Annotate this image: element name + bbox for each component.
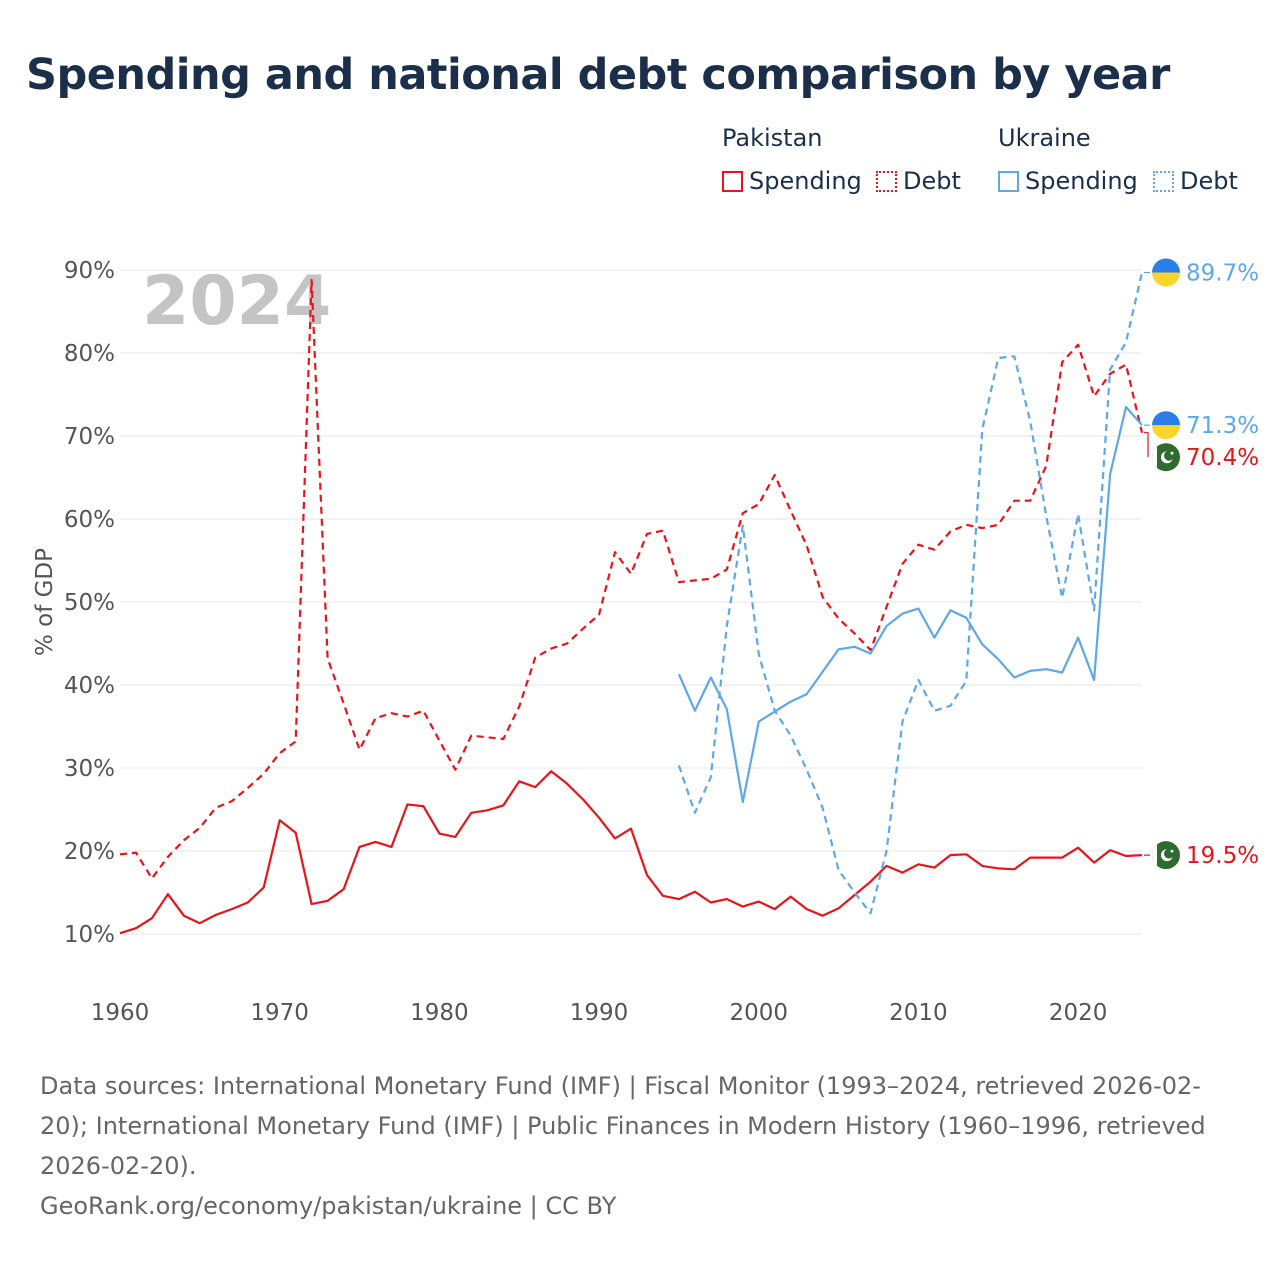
dotted-line-swatch-icon xyxy=(876,170,897,192)
end-value-label: 19.5% xyxy=(1186,843,1259,869)
ukraine-spending-line[interactable] xyxy=(677,405,1143,804)
solid-line-swatch-icon xyxy=(998,170,1019,192)
end-value-label: 71.3% xyxy=(1186,413,1259,439)
end-value-label: 89.7% xyxy=(1186,260,1259,286)
footer: Data sources: International Monetary Fun… xyxy=(40,1066,1240,1226)
x-tick-label: 1980 xyxy=(410,1000,469,1026)
y-tick-label: 30% xyxy=(64,756,115,782)
ukraine-debt-line[interactable] xyxy=(677,272,1144,915)
legend-label: Spending xyxy=(749,167,862,195)
legend-label: Debt xyxy=(1180,167,1238,195)
solid-line-swatch-icon xyxy=(722,170,743,192)
y-tick-label: 70% xyxy=(64,424,115,450)
y-tick-label: 40% xyxy=(64,673,115,699)
legend-pakistan-spending[interactable]: Spending xyxy=(722,166,862,196)
x-tick-label: 1960 xyxy=(91,1000,150,1026)
pakistan-flag-icon xyxy=(1152,443,1180,472)
legend-group-pakistan: Pakistan xyxy=(722,124,823,152)
end-value-label: 70.4% xyxy=(1186,445,1259,471)
pakistan-debt-line[interactable] xyxy=(119,278,1144,880)
y-tick-label: 60% xyxy=(64,507,115,533)
chart-title: Spending and national debt comparison by… xyxy=(26,50,1170,100)
ukraine-flag-icon xyxy=(1152,411,1181,440)
legend-ukraine-debt[interactable]: Debt xyxy=(1153,166,1238,196)
y-axis-label: % of GDP xyxy=(32,548,58,656)
pakistan-spending-line[interactable] xyxy=(119,770,1143,935)
label-leader-line xyxy=(1144,432,1149,458)
legend-label: Debt xyxy=(903,167,961,195)
x-tick-label: 2020 xyxy=(1049,1000,1108,1026)
y-tick-label: 80% xyxy=(64,341,115,367)
y-tick-label: 50% xyxy=(64,590,115,616)
y-tick-label: 90% xyxy=(64,258,115,284)
y-tick-label: 10% xyxy=(64,922,115,948)
x-tick-label: 1990 xyxy=(570,1000,629,1026)
line-chart: 2024 % of GDP 10% 20% 30% 40% 50% 60% 70% 80% 90… xyxy=(32,258,1259,1026)
year-watermark: 2024 xyxy=(142,262,331,341)
x-tick-label: 1970 xyxy=(250,1000,309,1026)
legend-group-ukraine: Ukraine xyxy=(998,124,1091,152)
x-tick-label: 2000 xyxy=(729,1000,788,1026)
legend-ukraine-spending[interactable]: Spending xyxy=(998,166,1138,196)
data-sources-note: Data sources: International Monetary Fun… xyxy=(40,1072,1206,1180)
source-credit-link[interactable]: GeoRank.org/economy/pakistan/ukraine | C… xyxy=(40,1192,617,1220)
pakistan-flag-icon xyxy=(1152,841,1180,870)
y-tick-label: 20% xyxy=(64,839,115,865)
ukraine-flag-icon xyxy=(1152,258,1181,287)
dotted-line-swatch-icon xyxy=(1153,170,1174,192)
legend-pakistan-debt[interactable]: Debt xyxy=(876,166,961,196)
legend-label: Spending xyxy=(1025,167,1138,195)
x-tick-label: 2010 xyxy=(889,1000,948,1026)
